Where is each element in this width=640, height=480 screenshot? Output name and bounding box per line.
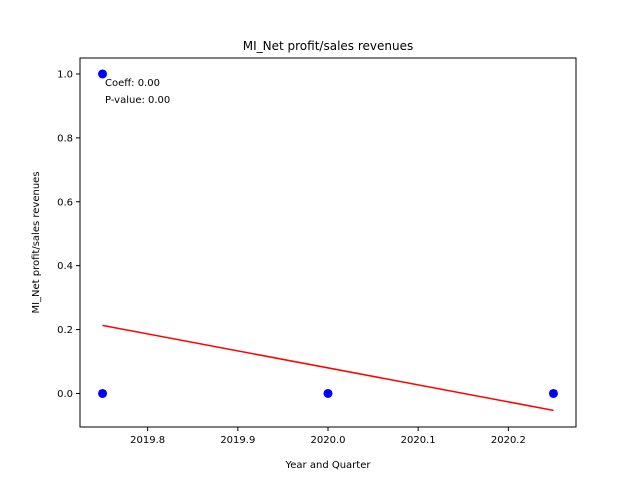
x-axis-label: Year and Quarter [285,460,372,471]
x-tick-label: 2019.9 [220,435,255,446]
y-tick-label: 1.0 [57,69,73,80]
regression-line [102,324,554,412]
points-layer [98,69,558,398]
coeff-annotation: Coeff: 0.00 [105,78,160,89]
x-tick-label: 2020.1 [401,435,436,446]
y-tick-label: 0.0 [57,389,73,400]
x-tick-label: 2019.8 [130,435,165,446]
chart-title: MI_Net profit/sales revenues [243,39,413,53]
plot-area [80,58,576,427]
y-axis-label: MI_Net profit/sales revenues [31,171,42,313]
y-tick-label: 0.2 [57,325,73,336]
y-tick-label: 0.4 [57,261,73,272]
x-tick-label: 2020.0 [311,435,346,446]
p-value-annotation: P-value: 0.00 [105,95,170,106]
y-axis-ticks: 0.0 0.2 0.4 0.6 0.8 1.0 [57,69,80,400]
x-tick-label: 2020.2 [491,435,526,446]
y-tick-label: 0.6 [57,197,73,208]
regression-layer [102,324,554,412]
scatter-point [98,388,108,398]
scatter-point [548,388,558,398]
scatter-point [323,388,333,398]
x-axis-ticks: 2019.8 2019.9 2020.0 2020.1 2020.2 [130,427,526,446]
scatter-point [98,69,108,79]
y-tick-label: 0.8 [57,133,73,144]
